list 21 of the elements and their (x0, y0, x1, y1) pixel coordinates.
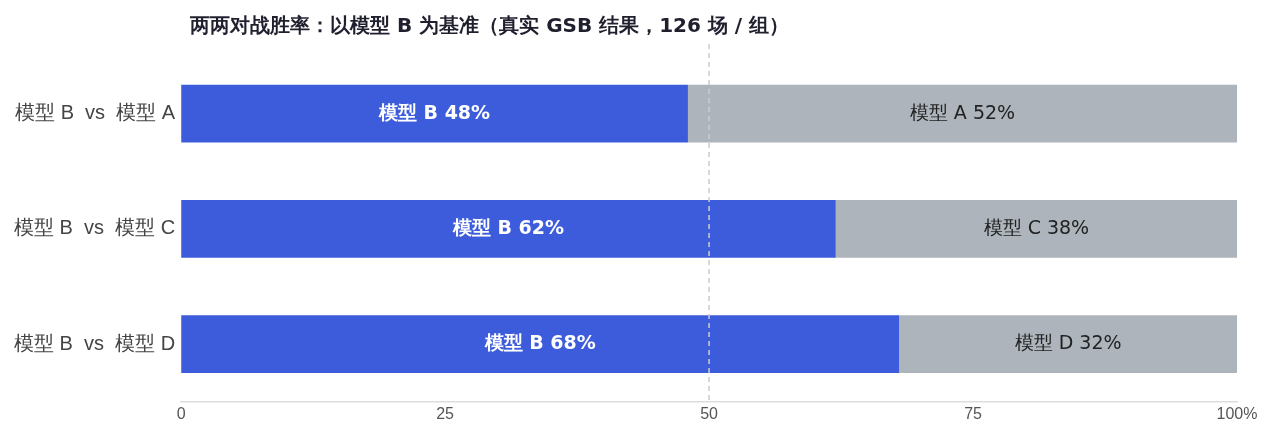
data-label: 模型 C 38% (983, 215, 1090, 238)
bar (181, 200, 836, 258)
bar (181, 315, 900, 373)
y-tick-label: 模型 B vs 模型 A (15, 101, 176, 124)
x-tick-label: 0 (176, 404, 186, 422)
x-tick-label: 50 (700, 404, 719, 422)
bar (181, 84, 688, 143)
bar (687, 84, 1237, 143)
data-label: 模型 A 52% (909, 100, 1016, 123)
x-tick-label: 25 (436, 404, 455, 422)
y-tick-label: 模型 B vs 模型 D (14, 331, 176, 354)
chart-title: 两两对战胜率：以模型 B 为基准（真实 GSB 结果，126 场 / 组） (190, 12, 790, 39)
data-label: 模型 B 62% (451, 215, 565, 238)
y-tick-label: 模型 B vs 模型 C (14, 216, 176, 239)
bar (835, 200, 1237, 258)
data-label: 模型 B 68% (483, 331, 596, 354)
x-tick-label: 100% (1216, 404, 1258, 422)
x-tick-label: 75 (964, 404, 983, 422)
data-label: 模型 B 48% (377, 100, 491, 123)
bar (899, 315, 1237, 373)
data-label: 模型 D 32% (1014, 331, 1122, 354)
